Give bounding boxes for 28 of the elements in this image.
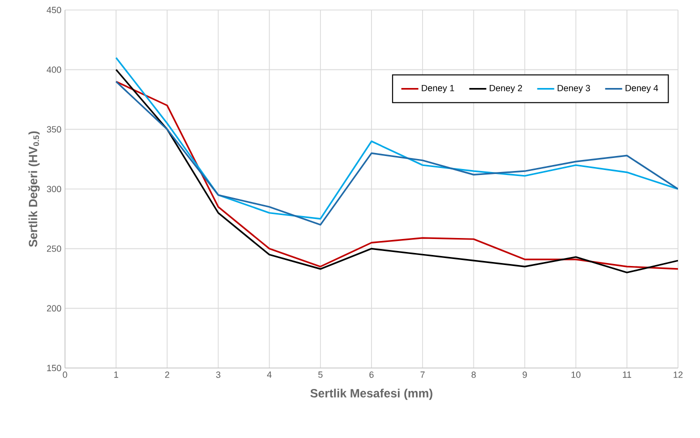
x-tick-label: 4 — [267, 372, 272, 378]
y-tick-label: 200 — [46, 305, 62, 312]
x-tick-label: 10 — [572, 372, 580, 378]
y-tick-label: 250 — [46, 245, 62, 252]
x-tick-label: 0 — [62, 372, 68, 378]
y-tick-label: 300 — [46, 186, 62, 192]
y-axis-title: Sertlik Değeri (HV$_{0.5}$) — [28, 131, 40, 247]
x-tick-label: 8 — [472, 372, 476, 378]
x-axis-title: Sertlik Mesafesi (mm) — [310, 388, 432, 400]
y-tick-label: 150 — [47, 364, 62, 372]
x-tick-label: 12 — [674, 372, 683, 378]
x-tick-label: 5 — [318, 372, 323, 378]
x-tick-label: 3 — [216, 372, 220, 378]
x-tick-label: 1 — [114, 372, 118, 378]
y-tick-label: 450 — [46, 6, 62, 14]
x-tick-label: 7 — [420, 372, 425, 378]
line-series — [115, 56, 678, 220]
legend-label: Deney 3 — [558, 84, 590, 94]
legend-label: Deney 2 — [490, 84, 522, 94]
x-tick-label: 2 — [165, 372, 170, 378]
legend-label: Deney 1 — [422, 84, 454, 93]
y-tick-label: 350 — [46, 126, 62, 133]
y-tick-label: 400 — [46, 66, 62, 73]
line-series — [115, 80, 678, 226]
x-tick-label: 9 — [522, 372, 527, 378]
x-tick-label: 6 — [369, 372, 374, 378]
x-tick-label: 11 — [622, 372, 632, 378]
legend-label: Deney 4 — [626, 84, 658, 93]
